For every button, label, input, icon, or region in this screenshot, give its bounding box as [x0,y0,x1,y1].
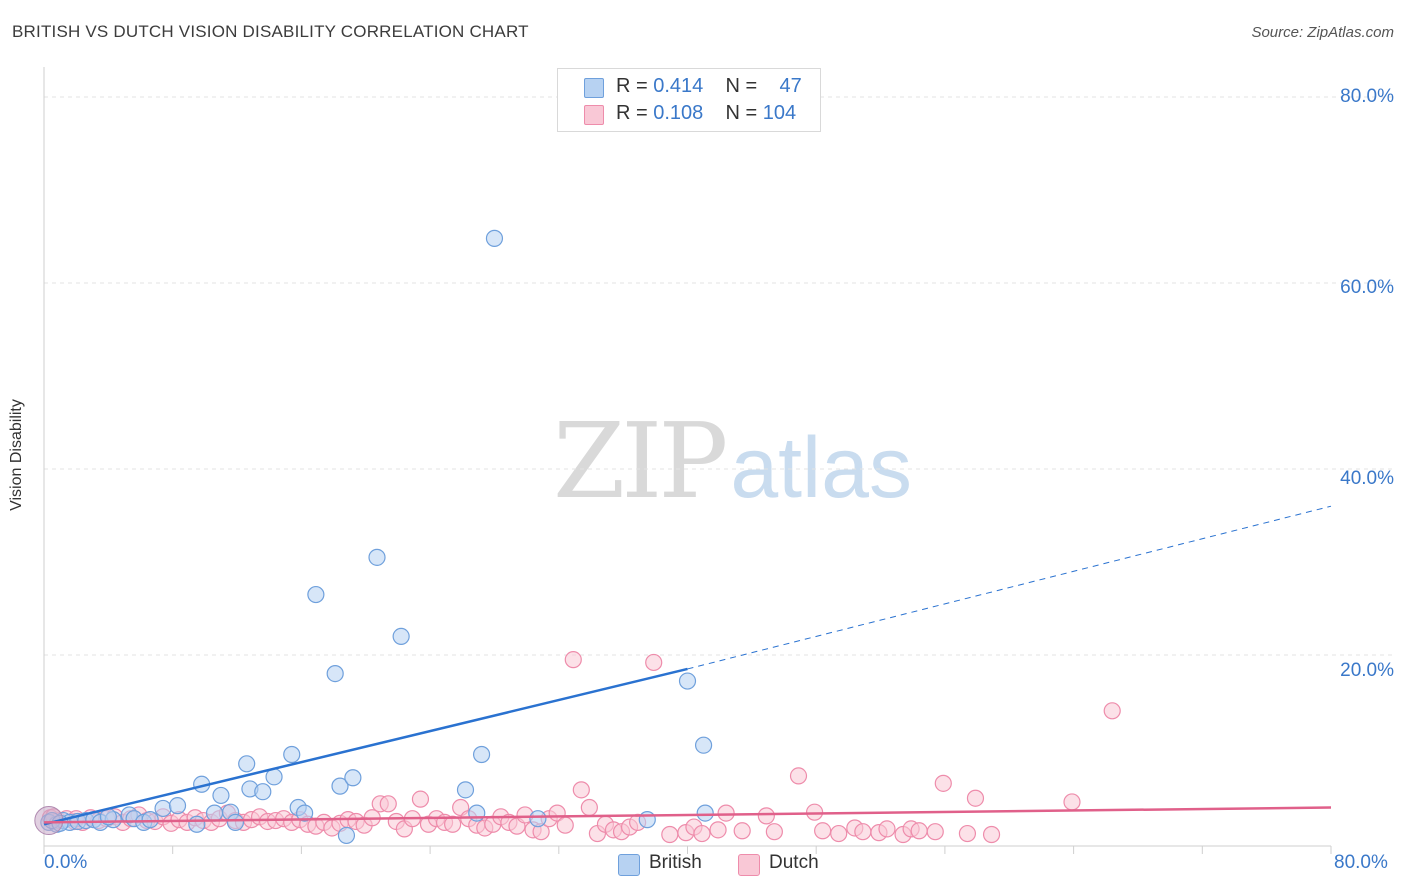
british-point [326,664,344,683]
chart-title: BRITISH VS DUTCH VISION DISABILITY CORRE… [12,22,529,41]
british-point [168,797,187,815]
dutch-point [854,823,872,841]
british-point [696,804,714,822]
dutch-point [379,795,397,813]
british-point [254,783,272,801]
british-point [638,811,656,829]
dutch-point [411,790,430,808]
british-point [283,745,301,764]
legend-r-value: 0.414 [653,75,704,97]
british-point [472,745,491,764]
legend-n-value: 47 [779,75,802,97]
legend-r-label: R = [616,75,654,97]
british-point [212,786,230,805]
dutch-point [789,767,808,785]
legend-n-value: 104 [762,102,797,124]
dutch-point [444,815,462,833]
british-point [141,811,159,829]
british-point [392,627,410,646]
dutch-point [966,789,985,807]
dutch-point [1063,793,1081,811]
british-point [238,755,256,773]
british-point [456,781,475,799]
dutch-point [645,653,663,672]
british-point [344,769,362,787]
dutch-point [934,774,952,792]
legend-r-value: 0.108 [653,102,704,124]
dutch-point [958,824,977,843]
british-point [694,736,713,754]
british-trend-extension [687,505,1332,670]
legend-n-label: N = [725,102,763,124]
dutch-point [926,823,944,841]
dutch-point [765,823,783,841]
legend-swatch-british [584,78,604,98]
dutch-point [733,822,751,840]
y-tick-label: 60.0% [1340,277,1394,298]
dutch-point [580,798,598,817]
legend-swatch-british [618,854,640,876]
y-tick-label: 40.0% [1340,468,1394,489]
dutch-point [910,822,928,840]
dutch-point [805,803,824,821]
dutch-point [757,807,775,825]
dutch-point [693,824,711,843]
british-point [331,777,349,795]
y-tick-label: 20.0% [1340,660,1394,681]
y-tick-label: 80.0% [1340,86,1394,107]
dutch-point [1103,702,1121,720]
dutch-point [878,820,896,838]
british-point [485,229,504,247]
british-point [307,585,325,604]
legend-label-british: British [649,852,702,873]
x-tick-label-min: 0.0% [44,852,88,873]
british-point [678,672,697,690]
dutch-point [717,804,735,822]
british-point [296,804,314,822]
source-credit: Source: ZipAtlas.com [1251,24,1394,41]
british-point [154,799,172,818]
legend-label-dutch: Dutch [769,852,819,873]
dutch-trend-line [43,806,1332,824]
dutch-point [572,781,590,799]
british-trend-line [43,667,688,826]
correlation-legend: R = 0.414 N = 47 R = 0.108 N = 104 [557,68,821,132]
british-point [205,804,224,822]
british-point [226,813,245,832]
dutch-point [709,821,727,839]
x-tick-label-max: 80.0% [1334,852,1388,873]
legend-swatch-dutch [738,854,760,876]
british-point [188,815,206,833]
dutch-point [556,816,574,834]
legend-swatch-dutch [584,105,604,125]
british-point [529,810,547,828]
legend-n-label: N = [725,75,763,97]
dutch-point [830,824,848,843]
dutch-point [982,825,1001,844]
dutch-point [661,825,679,844]
british-point [337,826,356,845]
dutch-point [814,822,832,840]
legend-r-label: R = [616,102,654,124]
british-point [368,548,386,566]
dutch-point [564,651,582,669]
